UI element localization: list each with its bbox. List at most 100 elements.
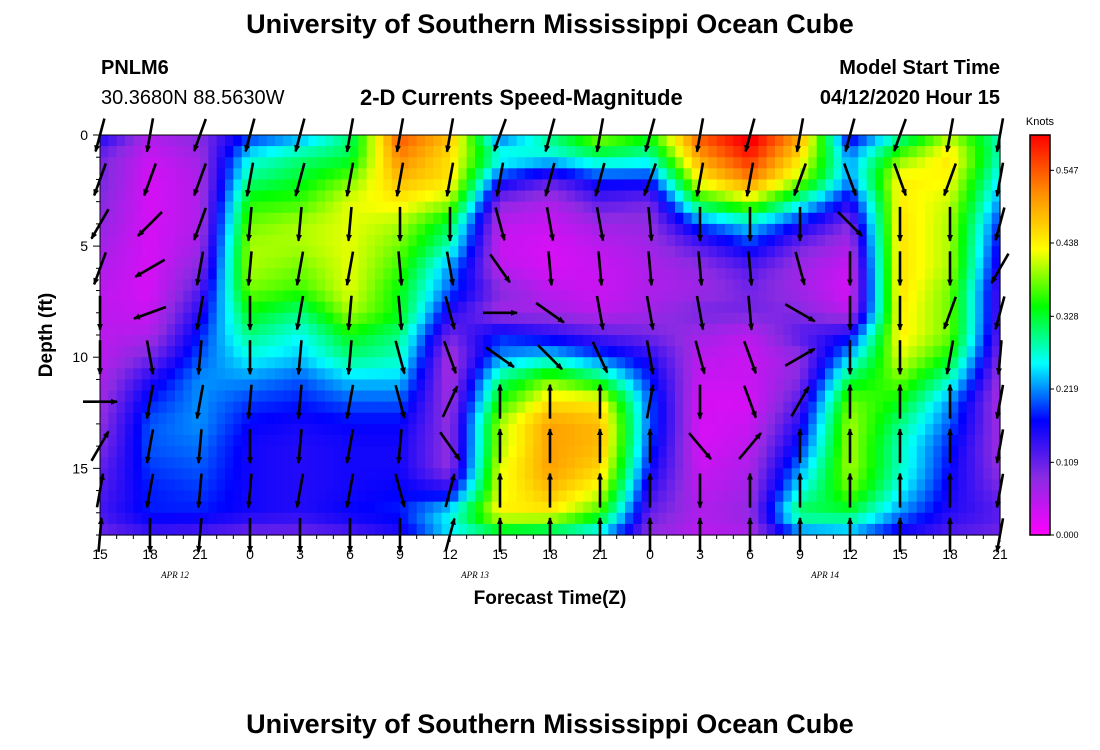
heatmap-cell: [241, 135, 251, 147]
heatmap-cell: [391, 246, 401, 258]
heatmap-cell: [425, 357, 434, 369]
heatmap-cell: [375, 390, 384, 403]
heatmap-cell: [200, 523, 209, 536]
heatmap-cell: [275, 479, 284, 492]
heatmap-cell: [191, 268, 201, 281]
heatmap-cell: [908, 290, 918, 303]
heatmap-cell: [491, 301, 501, 314]
heatmap-cell: [716, 323, 726, 336]
heatmap-cell: [533, 301, 543, 314]
heatmap-cell: [466, 423, 476, 436]
heatmap-cell: [658, 357, 668, 369]
heatmap-cell: [450, 235, 459, 247]
heatmap-cell: [200, 423, 209, 436]
current-vector-arrow: [742, 340, 758, 375]
heatmap-cell: [975, 312, 984, 325]
heatmap-cell: [883, 268, 893, 281]
heatmap-cell: [325, 312, 334, 325]
heatmap-cell: [158, 479, 168, 492]
heatmap-cell: [933, 446, 943, 458]
heatmap-cell: [116, 257, 126, 269]
heatmap-cell: [816, 223, 826, 236]
heatmap-cell: [758, 357, 768, 369]
heatmap-cell: [475, 323, 484, 336]
heatmap-cell: [333, 312, 343, 325]
heatmap-cell: [883, 457, 893, 469]
heatmap-cell: [358, 423, 368, 436]
heatmap-cell: [200, 257, 209, 269]
heatmap-cell: [575, 135, 584, 147]
heatmap-cell: [875, 335, 884, 347]
heatmap-cell: [675, 290, 684, 303]
heatmap-cell: [975, 501, 984, 514]
heatmap-cell: [758, 512, 768, 525]
heatmap-cell: [591, 212, 601, 225]
heatmap-cell: [291, 435, 301, 447]
heatmap-cell: [291, 179, 301, 192]
heatmap-cell: [833, 290, 843, 303]
heatmap-cell: [400, 423, 409, 436]
heatmap-cell: [458, 501, 468, 514]
heatmap-cell: [575, 201, 584, 214]
heatmap-cell: [225, 468, 234, 481]
heatmap-cell: [375, 212, 384, 225]
heatmap-cell: [483, 357, 493, 369]
heatmap-cell: [875, 490, 884, 503]
heatmap-cell: [541, 268, 551, 281]
heatmap-cell: [358, 279, 368, 292]
heatmap-cell: [808, 379, 818, 392]
heatmap-cell: [650, 312, 659, 325]
heatmap-cell: [566, 501, 576, 514]
heatmap-cell: [591, 412, 601, 425]
heatmap-cell: [575, 168, 584, 181]
heatmap-cell: [841, 523, 851, 536]
heatmap-cell: [700, 490, 709, 503]
heatmap-cell: [841, 435, 851, 447]
heatmap-cell: [433, 257, 443, 269]
heatmap-cell: [408, 135, 418, 147]
heatmap-cell: [983, 501, 993, 514]
heatmap-cell: [575, 157, 584, 169]
heatmap-cell: [408, 235, 418, 247]
heatmap-cell: [716, 512, 726, 525]
heatmap-cell: [708, 279, 718, 292]
heatmap-cell: [691, 135, 701, 147]
heatmap-cell: [791, 168, 801, 181]
heatmap-cell: [975, 368, 984, 381]
x-tick-label: 18: [142, 546, 158, 562]
heatmap-cell: [333, 501, 343, 514]
heatmap-cell: [958, 179, 968, 192]
heatmap-cell: [316, 368, 326, 381]
heatmap-cell: [850, 357, 859, 369]
heatmap-cell: [725, 523, 734, 536]
heatmap-cell: [875, 390, 884, 403]
heatmap-cell: [633, 179, 643, 192]
heatmap-cell: [566, 223, 576, 236]
heatmap-cell: [708, 290, 718, 303]
heatmap-cell: [225, 412, 234, 425]
heatmap-cell: [325, 468, 334, 481]
heatmap-cell: [325, 523, 334, 536]
heatmap-cell: [383, 223, 393, 236]
heatmap-cell: [550, 512, 559, 525]
heatmap-cell: [108, 457, 118, 469]
heatmap-cell: [125, 223, 134, 236]
heatmap-cell: [666, 157, 676, 169]
heatmap-cell: [900, 446, 909, 458]
heatmap-cell: [600, 212, 609, 225]
heatmap-cell: [175, 457, 184, 469]
heatmap-cell: [700, 312, 709, 325]
heatmap-cell: [900, 201, 909, 214]
heatmap-cell: [116, 135, 126, 147]
heatmap-cell: [983, 412, 993, 425]
heatmap-cell: [691, 246, 701, 258]
heatmap-cell: [991, 168, 1001, 181]
heatmap-cell: [425, 246, 434, 258]
heatmap-cell: [533, 201, 543, 214]
heatmap-cell: [275, 523, 284, 536]
x-tick-label: 12: [442, 546, 458, 562]
heatmap-cell: [266, 135, 276, 147]
heatmap-cell: [566, 346, 576, 358]
heatmap-cell: [533, 246, 543, 258]
heatmap-cell: [525, 446, 534, 458]
